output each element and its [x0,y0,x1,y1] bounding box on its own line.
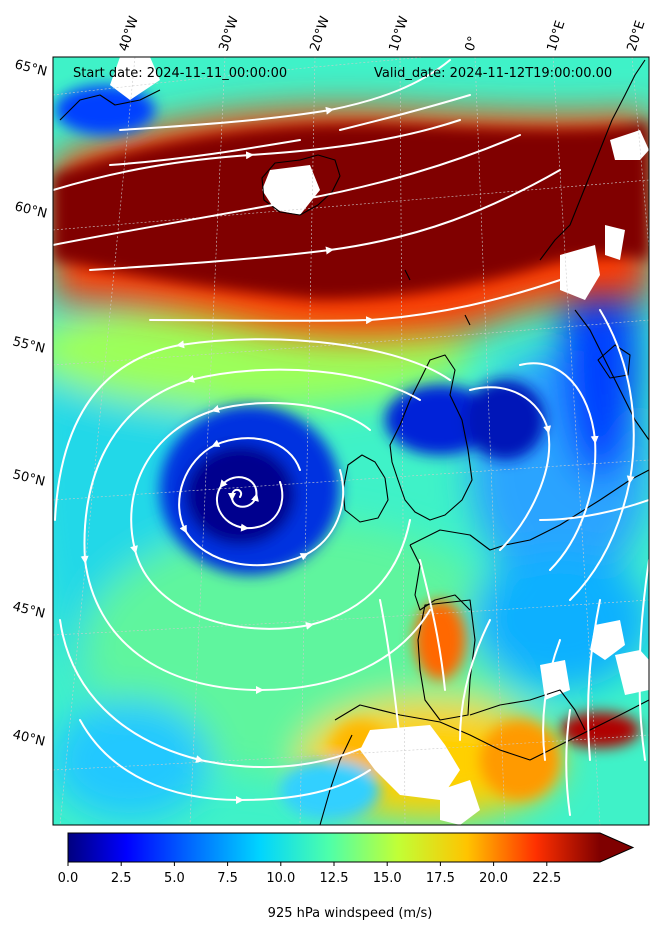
longitude-label: 10°W [387,14,412,53]
flow-streamline [379,599,401,741]
colorbar-gradient [68,833,600,862]
latitude-label: 40°N [11,727,46,749]
flow-streamline [587,599,601,761]
colorbar-tick-label: 20.0 [479,871,509,886]
morocco-coast [319,734,353,825]
north-africa-coast [334,699,649,761]
flow-streamline [109,139,301,166]
latitude-label: 45°N [11,599,46,621]
flow-streamline [339,94,471,131]
latitude-label: 60°N [13,199,48,221]
colorbar-tick-label: 7.5 [217,871,238,886]
streamlines [53,59,649,816]
cyclone-streamline [80,368,431,694]
latitude-label: 65°N [13,57,48,79]
colorbar-tick-label: 12.5 [319,871,349,886]
latitude-labels: 65°N 60°N 55°N 50°N 45°N 40°N [11,57,48,749]
colorbar-tick-label: 0.0 [57,871,79,886]
flow-streamline [519,362,599,571]
france-north-coast [409,469,649,551]
longitude-labels: 40°W 30°W 20°W 10°W 0° 10°E 20°E [117,14,649,53]
start-date-label: Start date: 2024-11-11_00:00:00 [73,66,288,81]
latitude-label: 55°N [11,334,46,356]
map-frame [52,56,650,826]
ireland-coast [342,454,389,523]
coastlines [59,59,649,825]
flow-streamline [542,639,561,761]
colorbar-title: 925 hPa windspeed (m/s) [267,906,433,921]
colorbar-tick-label: 10.0 [266,871,296,886]
flow-streamline [419,559,446,691]
flow-streamline [638,559,649,761]
denmark-coast [597,344,631,379]
colorbar-outline [67,832,635,863]
longitude-label: 30°W [217,14,242,53]
baltic-coast [574,309,649,441]
shetland [464,314,471,326]
longitude-label: 0° [463,35,482,54]
flow-streamline [149,279,561,325]
longitude-label: 40°W [117,14,142,53]
flow-streamline [53,134,521,246]
longitude-label: 10°E [545,19,569,53]
valid-date-label: Valid_date: 2024-11-12T19:00:00.00 [374,66,613,81]
iberia-west-coast [417,599,476,721]
colorbar-tick-label: 15.0 [372,871,402,886]
faroe [404,269,411,281]
flow-streamline [89,169,561,271]
flow-streamline [469,386,552,551]
flow-streamline [565,709,571,816]
colorbar [67,832,635,866]
flow-streamline [539,499,649,521]
flow-streamline [459,619,491,741]
longitude-label: 20°W [308,14,333,53]
flow-streamline [79,719,371,804]
colorbar-tick-label: 5.0 [164,871,185,886]
flow-streamline [119,59,451,131]
flow-streamline [53,119,461,191]
latitude-label: 50°N [11,467,46,489]
colorbar-tick-label: 22.5 [532,871,562,886]
norway-coast [539,59,646,261]
colorbar-tick-label: 17.5 [425,871,455,886]
flow-streamline [569,309,635,601]
longitude-label: 20°E [625,19,649,53]
colorbar-tick-label: 2.5 [110,871,132,886]
great-britain-coast [389,354,473,521]
colorbar-extend-arrow [600,833,633,862]
iceland-coast [261,154,341,216]
flow-streamline [59,619,381,768]
biscay-coast [409,544,471,611]
greenland-coast [59,89,161,121]
cyclone-streamline [54,338,451,521]
